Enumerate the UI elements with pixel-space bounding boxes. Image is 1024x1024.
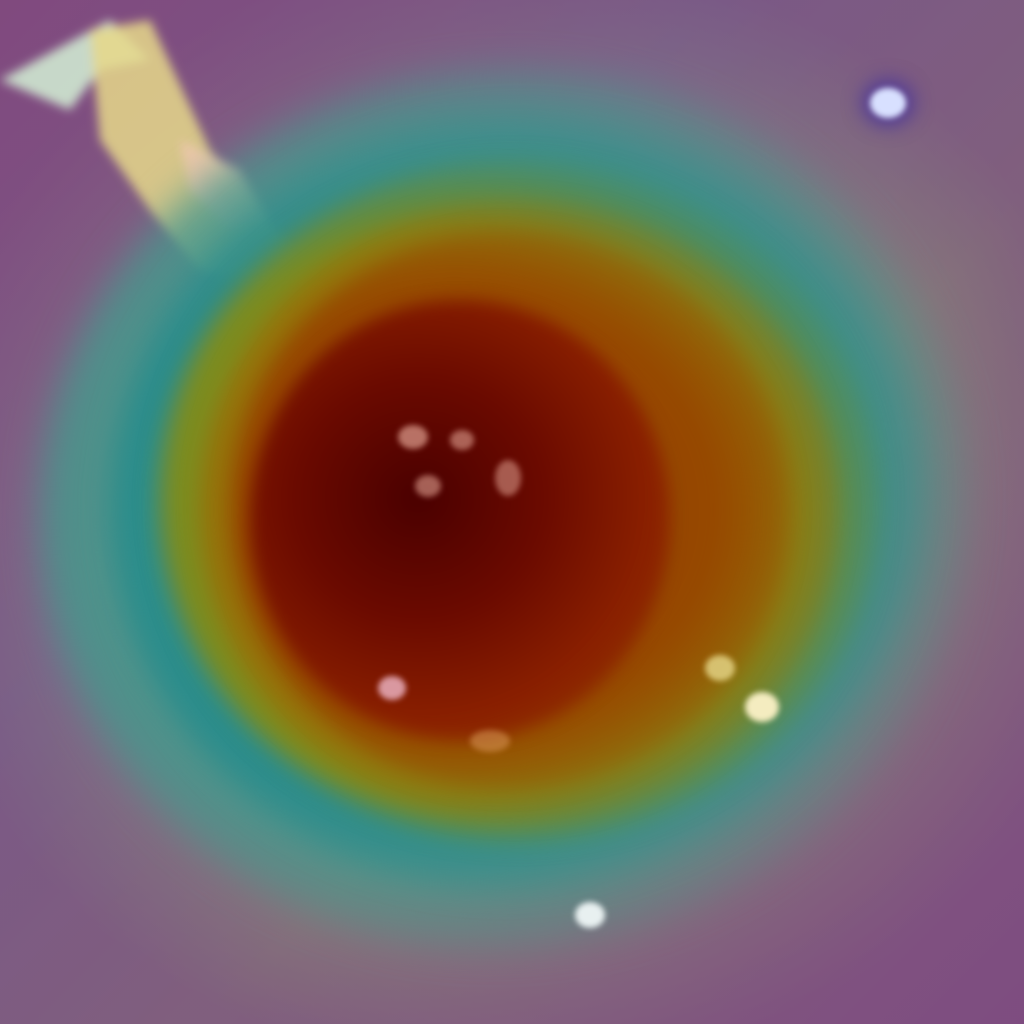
pink-spot [378,676,406,700]
orange-spot [470,730,510,752]
pink-spot [450,430,474,450]
pink-spot [495,460,521,496]
dark-red-core [250,300,670,740]
blue-spot [870,88,906,118]
bright-spot [575,902,605,928]
bright-spot [745,692,779,722]
bright-spot [705,655,735,681]
pink-spot [415,475,441,497]
pink-spot [398,425,428,449]
